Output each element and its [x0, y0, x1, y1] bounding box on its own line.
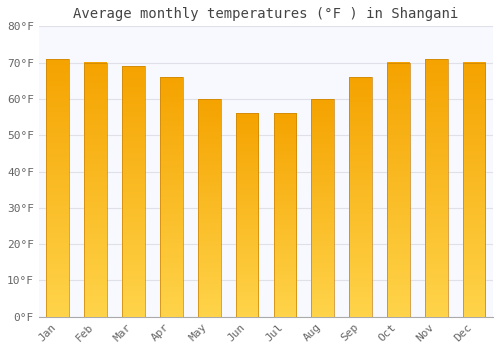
Bar: [198, 99, 220, 317]
Bar: [463, 63, 485, 317]
Bar: [84, 63, 107, 317]
Bar: [236, 113, 258, 317]
Bar: [349, 77, 372, 317]
Bar: [387, 63, 410, 317]
Bar: [46, 59, 69, 317]
Title: Average monthly temperatures (°F ) in Shangani: Average monthly temperatures (°F ) in Sh…: [74, 7, 458, 21]
Bar: [122, 66, 145, 317]
Bar: [425, 59, 448, 317]
Bar: [160, 77, 182, 317]
Bar: [312, 99, 334, 317]
Bar: [274, 113, 296, 317]
